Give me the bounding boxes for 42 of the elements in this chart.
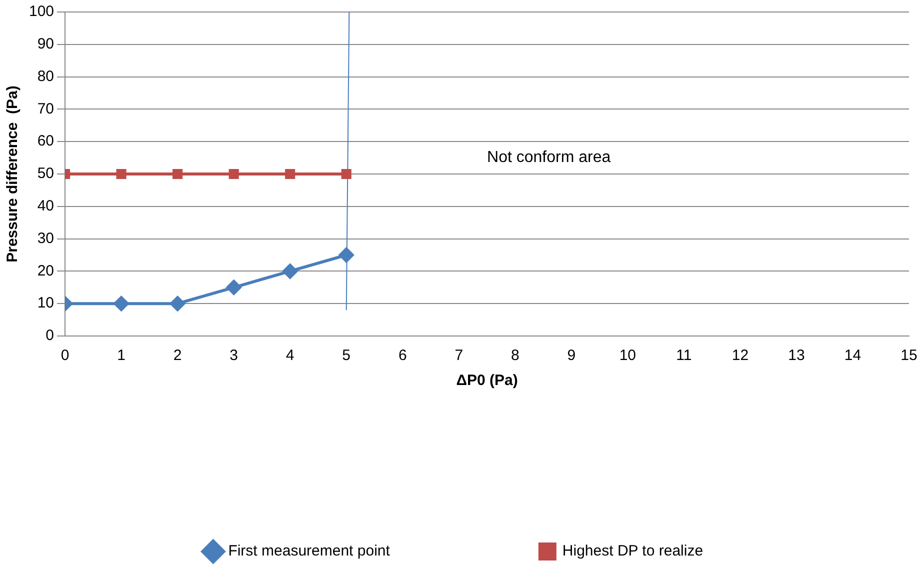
- x-tick-label: 6: [398, 347, 407, 364]
- x-tick-label: 14: [844, 347, 862, 364]
- x-tick-label: 7: [454, 347, 464, 364]
- x-tick-label: 4: [286, 347, 294, 364]
- point: [285, 168, 296, 180]
- x-tick-label: 10: [619, 347, 636, 364]
- y-tick-label: 90: [37, 36, 54, 53]
- point: [338, 248, 354, 262]
- annotation: Not conform area: [487, 149, 611, 166]
- y-tick-label: 70: [37, 100, 54, 118]
- x-tick-label: 1: [117, 347, 126, 364]
- point: [116, 168, 126, 180]
- y-tick-label: 60: [37, 132, 54, 150]
- y-tick-label: 0: [46, 327, 54, 344]
- point: [114, 296, 129, 312]
- x-tick-label: 5: [342, 347, 351, 364]
- x-tick-label: 0: [60, 347, 70, 364]
- point: [170, 296, 186, 312]
- x-tick-label: 9: [567, 347, 576, 364]
- point: [226, 280, 242, 295]
- y-tick-label: 100: [28, 3, 54, 20]
- y-tick-label: 10: [37, 294, 54, 312]
- x-tick-label: 8: [510, 347, 520, 364]
- x-tick-label: 12: [732, 347, 749, 364]
- y-axis-title: Pressure difference (Pa): [4, 86, 22, 262]
- y-tick-label: 20: [37, 262, 54, 280]
- y-tick-label: 30: [37, 230, 54, 247]
- y-tick-label: 40: [37, 198, 54, 215]
- x-tick-label: 3: [230, 347, 238, 364]
- point: [282, 264, 298, 279]
- legend-label: First measurement point: [228, 542, 391, 560]
- legend-label: Highest DP to realize: [562, 542, 704, 560]
- x-axis-title: ΔP0 (Pa): [456, 372, 518, 390]
- point: [341, 168, 352, 180]
- x-tick-label: 2: [173, 347, 182, 364]
- x-tick-label: 11: [676, 347, 692, 364]
- point: [172, 168, 183, 180]
- x-tick-label: 13: [788, 347, 805, 364]
- point: [228, 168, 239, 180]
- x-tick-label: 15: [900, 347, 918, 364]
- y-tick-label: 50: [37, 165, 54, 182]
- y-tick-label: 80: [37, 68, 54, 85]
